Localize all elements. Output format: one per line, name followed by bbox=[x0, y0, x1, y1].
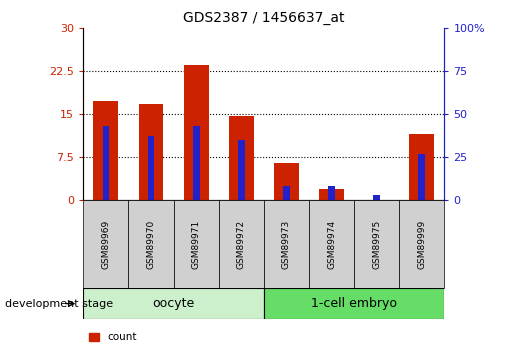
Text: GSM89973: GSM89973 bbox=[282, 219, 291, 269]
Bar bbox=[184, 65, 209, 200]
FancyBboxPatch shape bbox=[83, 200, 128, 288]
Bar bbox=[193, 126, 199, 200]
FancyBboxPatch shape bbox=[83, 288, 264, 319]
Text: GSM89970: GSM89970 bbox=[146, 219, 156, 269]
Bar bbox=[238, 140, 245, 200]
FancyBboxPatch shape bbox=[174, 200, 219, 288]
Text: GSM89974: GSM89974 bbox=[327, 219, 336, 269]
Bar bbox=[103, 126, 109, 200]
FancyBboxPatch shape bbox=[264, 200, 309, 288]
Bar bbox=[328, 186, 335, 200]
Text: GSM89972: GSM89972 bbox=[237, 219, 246, 269]
Text: GSM89969: GSM89969 bbox=[102, 219, 111, 269]
FancyBboxPatch shape bbox=[354, 200, 399, 288]
Title: GDS2387 / 1456637_at: GDS2387 / 1456637_at bbox=[183, 11, 344, 25]
Bar bbox=[319, 189, 344, 200]
Text: GSM89971: GSM89971 bbox=[192, 219, 200, 269]
Text: GSM89975: GSM89975 bbox=[372, 219, 381, 269]
Bar bbox=[274, 163, 299, 200]
FancyBboxPatch shape bbox=[399, 200, 444, 288]
Bar bbox=[93, 101, 118, 200]
Text: GSM89999: GSM89999 bbox=[417, 219, 426, 269]
FancyBboxPatch shape bbox=[219, 200, 264, 288]
Bar bbox=[373, 195, 380, 200]
Bar bbox=[419, 154, 425, 200]
Text: 1-cell embryo: 1-cell embryo bbox=[311, 297, 397, 310]
Text: development stage: development stage bbox=[5, 299, 113, 308]
FancyBboxPatch shape bbox=[128, 200, 174, 288]
Bar bbox=[138, 104, 164, 200]
Bar bbox=[147, 136, 155, 200]
Bar bbox=[229, 116, 254, 200]
FancyBboxPatch shape bbox=[264, 288, 444, 319]
Text: oocyte: oocyte bbox=[153, 297, 195, 310]
Legend: count, percentile rank within the sample: count, percentile rank within the sample bbox=[88, 332, 283, 345]
FancyBboxPatch shape bbox=[309, 200, 354, 288]
Bar bbox=[410, 134, 434, 200]
Bar bbox=[283, 186, 290, 200]
